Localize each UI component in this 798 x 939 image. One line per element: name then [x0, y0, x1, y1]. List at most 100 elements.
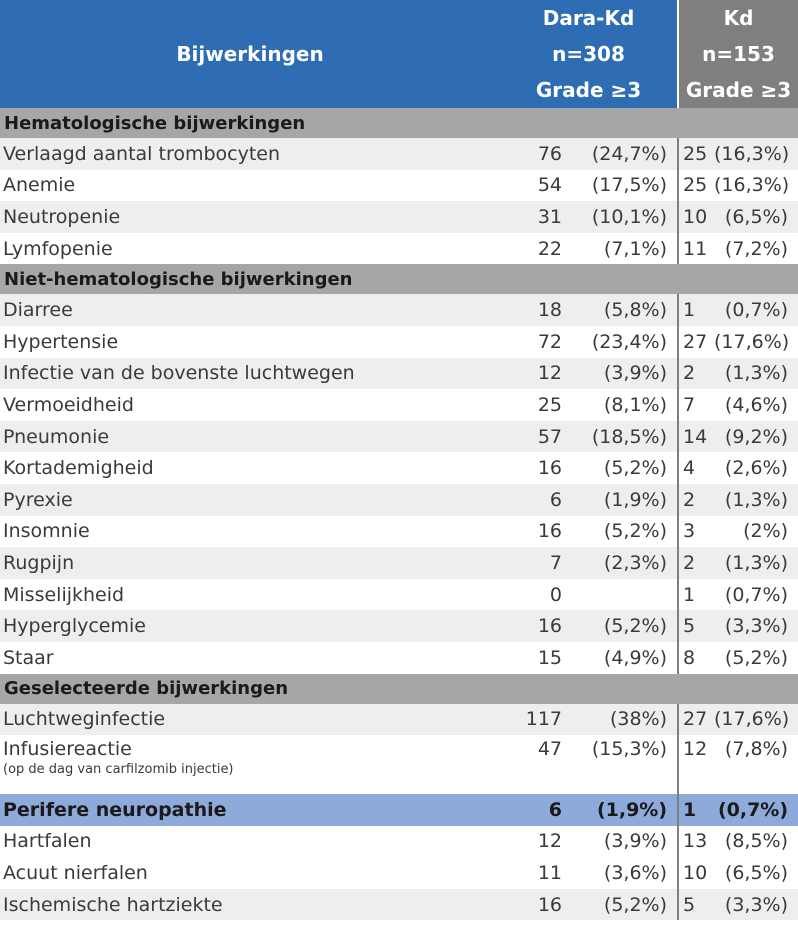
kd-count: 10	[677, 857, 715, 889]
event-name: Hyperglycemie	[0, 610, 500, 642]
dara-count: 16	[500, 610, 566, 642]
header-kd-grade: Grade ≥3	[685, 78, 792, 102]
dara-count: 31	[500, 201, 566, 233]
kd-percent: (0,7%)	[714, 294, 798, 326]
kd-percent: (17,6%)	[714, 703, 798, 736]
event-name: Hypertensie	[3, 330, 119, 353]
kd-percent: (2%)	[743, 520, 789, 543]
dara-count: 54	[537, 174, 562, 197]
kd-count: 27	[677, 703, 715, 736]
table-row: Pneumonie 57 (18,5%) 14 (9,2%)	[0, 420, 798, 453]
table-row: Rugpijn 7 (2,3%) 2 (1,3%)	[0, 547, 798, 579]
kd-count: 2	[677, 483, 715, 516]
table-row: Staar 15 (4,9%) 8 (5,2%)	[0, 641, 798, 674]
event-name: Lymfopenie	[3, 237, 113, 260]
dara-count: 0	[549, 583, 562, 606]
event-name: Pyrexie	[0, 483, 500, 516]
kd-count: 25	[677, 169, 715, 202]
dara-count: 117	[500, 703, 566, 736]
kd-percent: (6,5%)	[724, 862, 789, 885]
kd-percent: (1,3%)	[714, 547, 798, 579]
dara-count: 15	[537, 646, 562, 669]
dara-count: 12	[500, 357, 566, 390]
event-name: Acuut nierfalen	[3, 862, 148, 885]
event-name: Vermoeidheid	[3, 393, 134, 416]
kd-percent: (3,3%)	[714, 888, 798, 921]
table-row: Hyperglycemie 16 (5,2%) 5 (3,3%)	[0, 610, 798, 642]
table-header: Bijwerkingen Dara-Kd n=308 Grade ≥3 Kd n…	[0, 0, 798, 108]
table-row: Diarree 18 (5,8%) 1 (0,7%)	[0, 294, 798, 326]
event-name: Perifere neuropathie	[0, 794, 500, 826]
dara-count: 57	[500, 420, 566, 453]
event-name: Insomnie	[3, 520, 90, 543]
dara-count: 16	[537, 520, 562, 543]
dara-count: 18	[500, 294, 566, 326]
kd-percent: (7,2%)	[724, 237, 789, 260]
kd-count: 5	[677, 610, 715, 642]
kd-count: 2	[677, 357, 715, 390]
dara-percent: (23,4%)	[591, 330, 668, 353]
table-row: Infusiereactie (op de dag van carfilzomi…	[0, 735, 798, 795]
header-kd-title: Kd	[723, 6, 754, 30]
table-row: Kortademigheid 16 (5,2%) 4 (2,6%)	[0, 452, 798, 484]
dara-percent: (24,7%)	[566, 138, 679, 170]
dara-percent	[566, 579, 678, 611]
event-name: Infectie van de bovenste luchtwegen	[0, 357, 500, 390]
table-row: Pyrexie 6 (1,9%) 2 (1,3%)	[0, 483, 798, 516]
dara-percent: (7,1%)	[603, 237, 668, 260]
header-dara-title: Dara-Kd	[542, 6, 635, 30]
kd-percent: (1,3%)	[714, 357, 798, 390]
header-kd-n: n=153	[702, 42, 775, 66]
dara-percent: (5,2%)	[603, 520, 668, 543]
table-row: Lymfopenie 22 (7,1%) 11 (7,2%)	[0, 232, 798, 265]
dara-percent: (5,8%)	[566, 294, 679, 326]
table-row: Infectie van de bovenste luchtwegen 12 (3,…	[0, 357, 798, 390]
kd-count: 13	[677, 825, 715, 858]
dara-count: 25	[537, 393, 562, 416]
header-bijwerkingen: Bijwerkingen	[0, 0, 500, 108]
kd-count: 4	[677, 452, 715, 484]
table-row: Ischemische hartziekte 16 (5,2%) 5 (3,3%)	[0, 888, 798, 921]
section-hematologic: Hematologische bijwerkingen	[0, 108, 798, 138]
kd-percent: (17,6%)	[714, 330, 790, 353]
kd-percent: (7,8%)	[724, 738, 789, 761]
table-row: Hartfalen 12 (3,9%) 13 (8,5%)	[0, 825, 798, 858]
table-row: Hypertensie 72 (23,4%) 27 (17,6%)	[0, 325, 798, 358]
dara-percent: (10,1%)	[566, 201, 679, 233]
dara-count: 22	[537, 237, 562, 260]
dara-percent: (2,3%)	[566, 547, 679, 579]
kd-count: 14	[677, 420, 715, 453]
section-nonhematologic: Niet-hematologische bijwerkingen	[0, 264, 798, 295]
dara-percent: (8,1%)	[603, 393, 668, 416]
dara-count: 16	[500, 888, 566, 921]
dara-count: 72	[537, 330, 562, 353]
kd-count: 5	[677, 888, 715, 921]
table-row: Anemie 54 (17,5%) 25 (16,3%)	[0, 169, 798, 202]
dara-count: 6	[500, 483, 566, 516]
kd-count: 1	[677, 294, 715, 326]
header-kd: Kd n=153 Grade ≥3	[677, 0, 798, 108]
event-name: Luchtweginfectie	[0, 703, 500, 736]
event-name: Verlaagd aantal trombocyten	[0, 138, 500, 170]
event-name: Neutropenie	[0, 201, 500, 233]
event-name: Kortademigheid	[3, 457, 154, 480]
dara-percent: (4,9%)	[603, 646, 668, 669]
dara-count: 11	[537, 862, 562, 885]
section-title: Geselecteerde bijwerkingen	[0, 673, 798, 704]
table-row: Verlaagd aantal trombocyten 76 (24,7%) 25 (1…	[0, 138, 798, 170]
kd-count: 1	[677, 578, 715, 611]
kd-percent: (2,6%)	[724, 457, 789, 480]
kd-count: 27	[677, 325, 715, 358]
dara-count: 7	[500, 547, 566, 579]
dara-percent: (3,9%)	[603, 830, 668, 853]
event-name: Misselijkheid	[3, 583, 125, 606]
dara-percent: (1,9%)	[566, 794, 679, 826]
event-name: Infusiereactie	[3, 738, 132, 761]
kd-count: 2	[677, 547, 715, 579]
kd-percent: (6,5%)	[714, 201, 798, 233]
dara-count: 47	[537, 738, 562, 761]
header-dara-n: n=308	[552, 42, 625, 66]
dara-percent: (18,5%)	[566, 420, 679, 453]
kd-count: 10	[677, 201, 715, 233]
